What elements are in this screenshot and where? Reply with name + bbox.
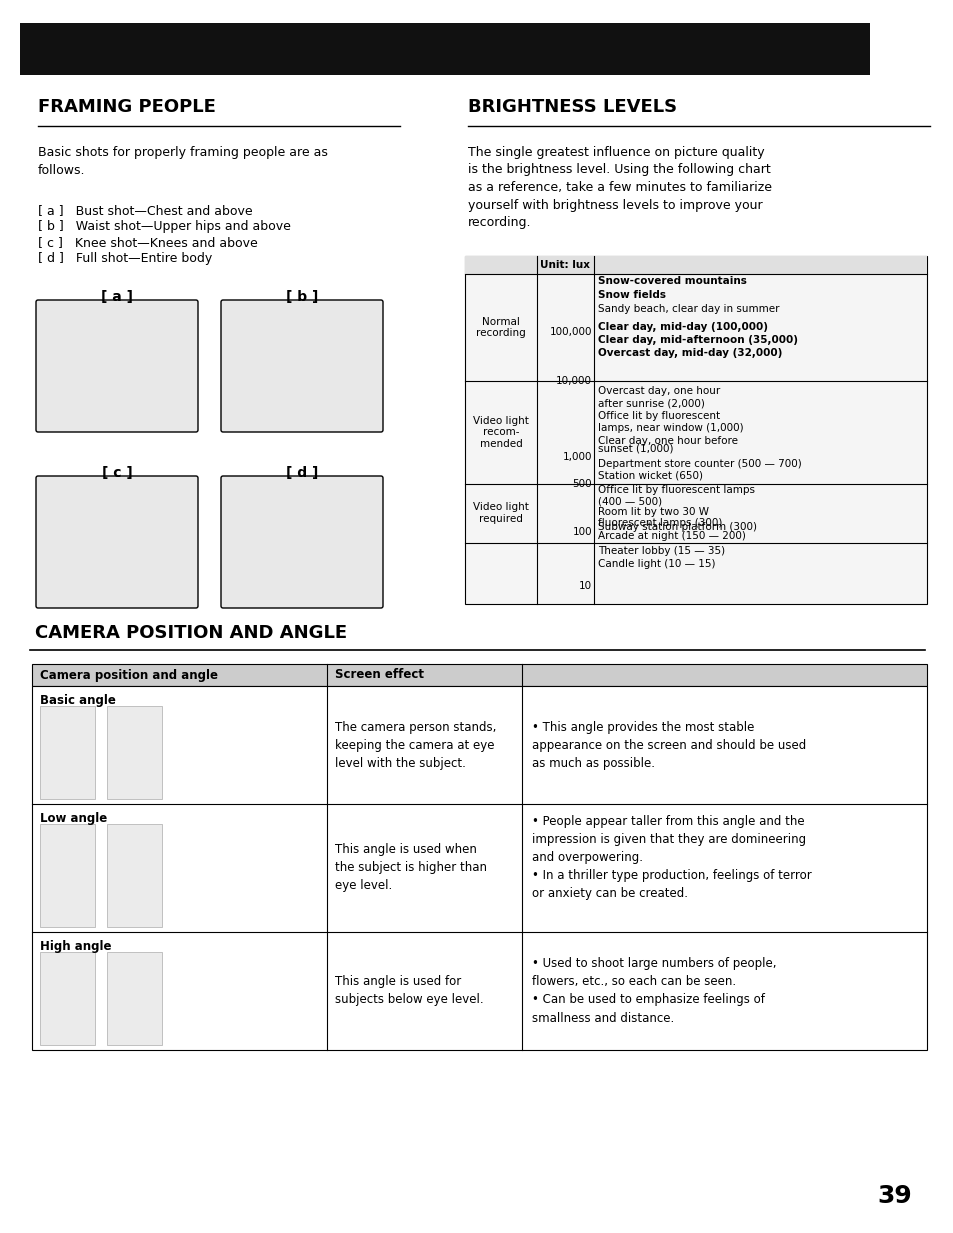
Text: Office lit by fluorescent: Office lit by fluorescent [598,411,720,420]
Bar [32,686,926,1051]
Text: Station wicket (650): Station wicket (650) [598,471,702,481]
Text: Low angle: Low angle [40,813,107,825]
Text: Screen effect: Screen effect [335,668,423,682]
Text: Video light
required: Video light required [473,503,528,524]
Text: Normal
recording: Normal recording [476,317,525,338]
Text: Snow fields: Snow fields [598,290,665,300]
Text: 10: 10 [578,581,592,591]
Text: Unit: lux: Unit: lux [540,260,590,270]
Text: after sunrise (2,000): after sunrise (2,000) [598,398,704,408]
Text: Clear day, mid-day (100,000): Clear day, mid-day (100,000) [598,322,767,332]
Text: Sandy beach, clear day in summer: Sandy beach, clear day in summer [598,303,779,313]
Text: FRAMING PEOPLE: FRAMING PEOPLE [38,97,215,116]
Bar [32,665,926,686]
Text: The single greatest influence on picture quality
is the brightness level. Using : The single greatest influence on picture… [468,145,771,229]
FancyBboxPatch shape [36,476,198,608]
Text: Department store counter (500 — 700): Department store counter (500 — 700) [598,459,801,469]
Bar [107,952,162,1046]
Text: lamps, near window (1,000): lamps, near window (1,000) [598,423,742,433]
Text: Clear day, mid-afternoon (35,000): Clear day, mid-afternoon (35,000) [598,335,797,345]
Text: This angle is used when
the subject is higher than
eye level.: This angle is used when the subject is h… [335,843,486,893]
Text: The camera person stands,
keeping the camera at eye
level with the subject.: The camera person stands, keeping the ca… [335,720,496,769]
Text: Basic shots for properly framing people are as
follows.: Basic shots for properly framing people … [38,145,328,178]
Text: fluorescent lamps (300): fluorescent lamps (300) [598,518,721,528]
Text: • This angle provides the most stable
appearance on the screen and should be use: • This angle provides the most stable ap… [532,720,805,769]
Text: [ b ]   Waist shot—Upper hips and above: [ b ] Waist shot—Upper hips and above [38,219,291,233]
Text: Overcast day, one hour: Overcast day, one hour [598,386,720,396]
Text: Subway station platform (300): Subway station platform (300) [598,522,757,533]
Text: 10,000: 10,000 [556,376,592,386]
Text: [ a ]   Bust shot—Chest and above: [ a ] Bust shot—Chest and above [38,203,253,217]
Text: 500: 500 [572,478,592,488]
Text: [ b ]: [ b ] [286,290,318,305]
FancyBboxPatch shape [36,300,198,432]
Text: [ a ]: [ a ] [101,290,132,305]
Bar [107,707,162,799]
Text: Video light
recom-
mended: Video light recom- mended [473,416,528,449]
Text: Overcast day, mid-day (32,000): Overcast day, mid-day (32,000) [598,348,781,359]
Text: Room lit by two 30 W: Room lit by two 30 W [598,507,708,518]
Bar [20,23,869,75]
Text: [ c ]   Knee shot—Knees and above: [ c ] Knee shot—Knees and above [38,236,257,249]
Text: Snow-covered mountains: Snow-covered mountains [598,276,746,286]
Text: Office lit by fluorescent lamps: Office lit by fluorescent lamps [598,485,754,496]
Text: This angle is used for
subjects below eye level.: This angle is used for subjects below ey… [335,975,483,1006]
FancyBboxPatch shape [221,300,382,432]
Text: (400 — 500): (400 — 500) [598,497,661,507]
Text: Camera position and angle: Camera position and angle [40,668,218,682]
Text: Basic angle: Basic angle [40,694,115,707]
Text: 100: 100 [572,526,592,538]
Text: BRIGHTNESS LEVELS: BRIGHTNESS LEVELS [468,97,677,116]
Text: 100,000: 100,000 [549,327,592,337]
Text: CAMERA POSITION AND ANGLE: CAMERA POSITION AND ANGLE [35,624,347,642]
Text: • Used to shoot large numbers of people,
flowers, etc., so each can be seen.
• C: • Used to shoot large numbers of people,… [532,958,776,1025]
Text: High angle: High angle [40,940,112,953]
Bar [40,952,95,1046]
Text: [ d ]: [ d ] [286,466,318,480]
Text: sunset (1,000): sunset (1,000) [598,444,673,454]
Text: • People appear taller from this angle and the
impression is given that they are: • People appear taller from this angle a… [532,815,811,900]
Text: 1,000: 1,000 [562,453,592,462]
Text: 39: 39 [877,1184,911,1208]
Text: Theater lobby (15 — 35): Theater lobby (15 — 35) [598,546,724,556]
Bar [107,824,162,927]
Text: [ d ]   Full shot—Entire body: [ d ] Full shot—Entire body [38,252,212,265]
Text: Arcade at night (150 — 200): Arcade at night (150 — 200) [598,531,745,541]
Text: Candle light (10 — 15): Candle light (10 — 15) [598,559,715,568]
Bar [40,707,95,799]
FancyBboxPatch shape [221,476,382,608]
Bar [464,256,926,604]
Bar [464,256,926,274]
Text: [ c ]: [ c ] [102,466,132,480]
Bar [40,824,95,927]
Text: Clear day, one hour before: Clear day, one hour before [598,435,738,445]
